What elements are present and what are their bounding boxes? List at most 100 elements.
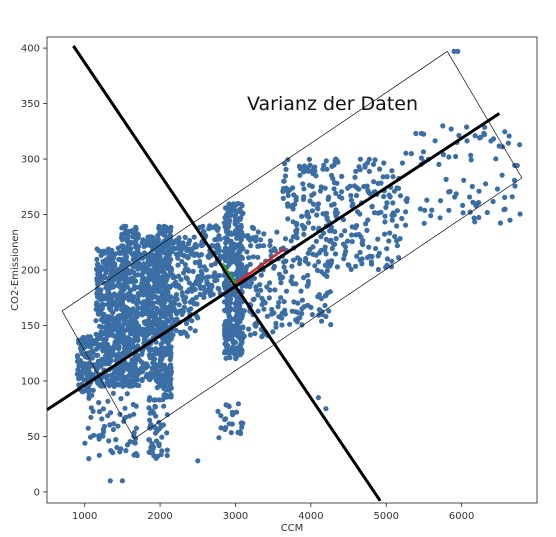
data-point — [131, 411, 137, 417]
data-point — [313, 238, 319, 244]
data-point — [323, 313, 329, 320]
data-point — [446, 207, 452, 213]
data-point — [103, 357, 109, 363]
data-point — [235, 272, 241, 278]
data-point — [75, 371, 81, 377]
y-tick-label: 0 — [34, 487, 40, 498]
data-point — [359, 240, 365, 246]
data-point — [117, 329, 123, 335]
data-point — [499, 172, 505, 178]
data-point — [148, 290, 155, 296]
eigenvector-red — [234, 247, 286, 285]
data-point — [299, 297, 305, 303]
data-point — [234, 310, 240, 316]
data-point — [195, 273, 201, 279]
data-point — [321, 211, 328, 217]
data-point — [148, 286, 154, 292]
data-point — [105, 377, 111, 383]
data-point — [98, 252, 104, 258]
data-point — [261, 231, 267, 237]
data-point — [267, 242, 273, 248]
data-point — [391, 188, 398, 194]
x-tick-label: 6000 — [449, 511, 474, 522]
data-point — [315, 259, 322, 265]
data-point — [232, 301, 238, 307]
data-point — [418, 155, 424, 161]
data-point — [173, 327, 179, 333]
data-point — [109, 269, 115, 275]
data-point — [144, 238, 150, 245]
data-point — [210, 273, 216, 279]
data-point — [167, 313, 174, 319]
data-point — [285, 192, 291, 199]
data-point — [301, 275, 307, 281]
data-point — [460, 202, 466, 208]
data-point — [315, 294, 321, 300]
data-point — [205, 287, 211, 293]
data-point — [324, 268, 330, 274]
data-point — [146, 306, 152, 312]
data-point — [164, 317, 170, 323]
data-point — [325, 264, 331, 270]
data-point — [87, 350, 93, 356]
data-point — [147, 301, 153, 307]
data-point — [386, 238, 392, 244]
data-point — [483, 181, 489, 187]
data-point — [238, 243, 245, 249]
data-point — [352, 225, 358, 231]
data-point — [310, 225, 316, 231]
data-point — [301, 304, 307, 310]
data-point — [255, 229, 261, 235]
data-point — [94, 294, 101, 300]
data-point — [206, 254, 212, 260]
data-point — [96, 409, 103, 415]
data-point — [229, 204, 235, 210]
data-point — [214, 277, 220, 283]
data-point — [512, 183, 518, 189]
data-point — [196, 253, 202, 259]
data-point — [258, 287, 264, 293]
data-point — [165, 289, 171, 296]
data-point — [358, 234, 364, 240]
data-point — [157, 258, 163, 264]
data-point — [170, 300, 176, 307]
data-point — [394, 223, 400, 229]
data-point — [146, 397, 152, 403]
data-point — [175, 255, 181, 261]
data-point — [244, 249, 250, 255]
data-point — [163, 385, 169, 391]
data-point — [98, 249, 104, 255]
data-point — [121, 320, 127, 326]
data-point — [301, 194, 307, 200]
data-point — [421, 220, 427, 226]
data-point — [96, 378, 102, 385]
data-point — [282, 161, 288, 167]
data-point — [164, 447, 170, 453]
data-point — [166, 379, 172, 385]
data-point — [225, 236, 231, 242]
data-point — [75, 367, 81, 373]
data-point — [147, 377, 153, 383]
data-point — [86, 395, 92, 401]
data-point — [120, 383, 126, 389]
data-point — [182, 299, 188, 305]
data-point — [267, 287, 273, 293]
data-point — [140, 252, 146, 259]
data-point — [133, 451, 139, 457]
data-point — [111, 253, 117, 259]
data-point — [375, 266, 381, 273]
data-point — [166, 244, 172, 250]
data-point — [121, 316, 127, 322]
data-point — [331, 201, 337, 207]
data-point — [255, 308, 261, 314]
data-point — [301, 231, 307, 237]
data-point — [287, 187, 293, 193]
data-point — [170, 332, 176, 338]
data-point — [154, 305, 160, 311]
data-point — [306, 214, 312, 220]
data-point — [184, 333, 190, 339]
data-point — [153, 397, 159, 403]
data-point — [369, 203, 375, 209]
data-point — [192, 328, 198, 334]
data-point — [170, 245, 176, 251]
